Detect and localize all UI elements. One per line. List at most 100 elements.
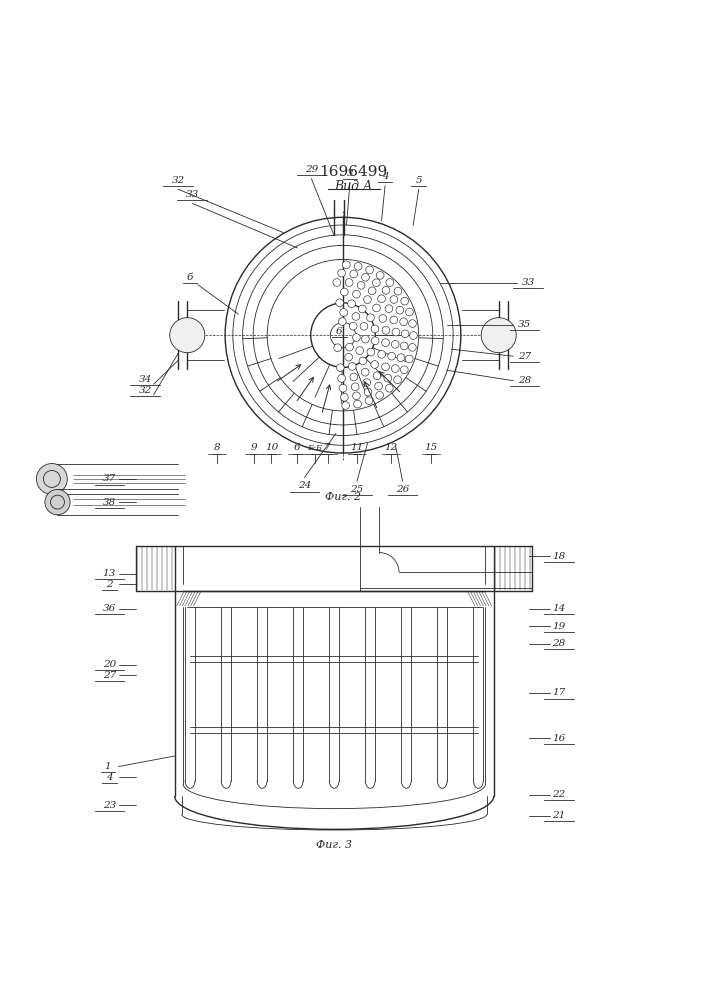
Circle shape bbox=[382, 286, 390, 294]
Text: 32: 32 bbox=[172, 176, 185, 185]
Circle shape bbox=[382, 339, 390, 347]
Text: б: б bbox=[187, 273, 193, 282]
Circle shape bbox=[349, 363, 356, 370]
Circle shape bbox=[384, 374, 392, 382]
Circle shape bbox=[401, 297, 409, 305]
Circle shape bbox=[345, 279, 353, 286]
Circle shape bbox=[361, 335, 369, 343]
Circle shape bbox=[392, 328, 399, 336]
Circle shape bbox=[351, 383, 359, 391]
Text: 8: 8 bbox=[214, 443, 220, 452]
Text: 7: 7 bbox=[325, 443, 331, 452]
Circle shape bbox=[362, 273, 369, 281]
Circle shape bbox=[382, 327, 390, 334]
Text: 9: 9 bbox=[250, 443, 257, 452]
Circle shape bbox=[409, 332, 417, 339]
Text: 36: 36 bbox=[103, 604, 116, 613]
Circle shape bbox=[367, 348, 375, 356]
Circle shape bbox=[336, 299, 344, 307]
Text: 27: 27 bbox=[103, 671, 116, 680]
Circle shape bbox=[354, 263, 362, 270]
Circle shape bbox=[360, 323, 368, 330]
Circle shape bbox=[400, 366, 408, 374]
Text: 14: 14 bbox=[552, 604, 566, 613]
Circle shape bbox=[350, 270, 358, 278]
Circle shape bbox=[390, 296, 398, 303]
Circle shape bbox=[392, 365, 399, 372]
Text: 2: 2 bbox=[106, 580, 112, 589]
Circle shape bbox=[338, 374, 346, 382]
Text: 23: 23 bbox=[103, 801, 116, 810]
Circle shape bbox=[333, 279, 341, 286]
Text: 29: 29 bbox=[305, 165, 318, 174]
Text: 3: 3 bbox=[346, 169, 354, 178]
Circle shape bbox=[366, 266, 373, 274]
Circle shape bbox=[394, 376, 402, 384]
Text: 15: 15 bbox=[424, 443, 438, 452]
Circle shape bbox=[346, 343, 354, 351]
Circle shape bbox=[363, 296, 371, 303]
Circle shape bbox=[339, 318, 346, 325]
Text: 1: 1 bbox=[105, 762, 111, 771]
Text: 24: 24 bbox=[298, 481, 311, 490]
Circle shape bbox=[353, 334, 361, 341]
Text: 33: 33 bbox=[185, 190, 199, 199]
Text: 13: 13 bbox=[103, 569, 116, 578]
Circle shape bbox=[388, 352, 395, 360]
Circle shape bbox=[376, 391, 383, 399]
Circle shape bbox=[371, 361, 378, 368]
Circle shape bbox=[359, 357, 367, 365]
Circle shape bbox=[357, 281, 365, 289]
Circle shape bbox=[342, 261, 350, 269]
Circle shape bbox=[373, 304, 380, 312]
Circle shape bbox=[338, 269, 346, 277]
Circle shape bbox=[334, 344, 341, 352]
Text: 4: 4 bbox=[382, 172, 388, 181]
Circle shape bbox=[394, 287, 402, 295]
Circle shape bbox=[339, 384, 347, 392]
Circle shape bbox=[340, 309, 348, 316]
Text: 28: 28 bbox=[552, 639, 566, 648]
Circle shape bbox=[378, 295, 385, 303]
Text: Вид А: Вид А bbox=[334, 180, 373, 193]
Circle shape bbox=[349, 322, 357, 330]
Circle shape bbox=[409, 344, 416, 351]
Circle shape bbox=[392, 341, 399, 348]
Circle shape bbox=[402, 330, 409, 338]
Text: 5: 5 bbox=[416, 176, 422, 185]
Text: 6: 6 bbox=[336, 327, 343, 336]
Circle shape bbox=[379, 315, 387, 322]
Circle shape bbox=[376, 271, 384, 279]
Text: 26: 26 bbox=[396, 485, 409, 494]
Circle shape bbox=[382, 363, 390, 371]
Circle shape bbox=[341, 393, 348, 401]
Circle shape bbox=[345, 353, 353, 361]
Circle shape bbox=[385, 305, 393, 313]
Circle shape bbox=[378, 350, 385, 358]
Circle shape bbox=[341, 402, 349, 409]
Text: 28: 28 bbox=[518, 376, 531, 385]
Circle shape bbox=[353, 290, 361, 298]
Circle shape bbox=[364, 388, 372, 396]
Text: 25: 25 bbox=[351, 485, 363, 494]
Text: 37: 37 bbox=[103, 474, 116, 483]
Circle shape bbox=[397, 354, 404, 362]
Text: 21: 21 bbox=[552, 811, 566, 820]
Text: 34: 34 bbox=[139, 375, 152, 384]
Circle shape bbox=[350, 373, 358, 381]
Text: 27: 27 bbox=[518, 352, 531, 361]
Circle shape bbox=[170, 318, 205, 353]
Circle shape bbox=[361, 368, 369, 376]
Circle shape bbox=[348, 300, 356, 308]
Circle shape bbox=[399, 318, 407, 326]
Text: 33: 33 bbox=[522, 278, 534, 287]
Text: 35: 35 bbox=[518, 320, 531, 329]
Text: Фиг. 2: Фиг. 2 bbox=[325, 492, 361, 502]
Text: 17: 17 bbox=[552, 688, 566, 697]
Circle shape bbox=[371, 337, 379, 345]
Circle shape bbox=[367, 314, 374, 322]
Circle shape bbox=[481, 318, 516, 353]
Text: 6: 6 bbox=[294, 443, 300, 452]
Circle shape bbox=[356, 347, 363, 354]
Circle shape bbox=[363, 379, 370, 386]
